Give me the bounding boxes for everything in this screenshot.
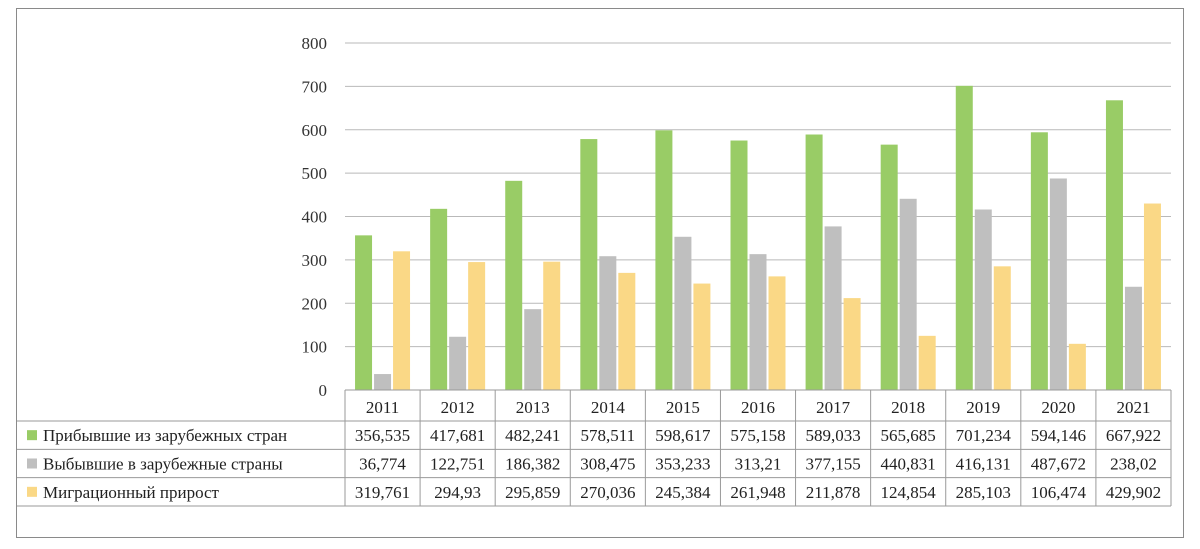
- bar-3: [993, 266, 1011, 390]
- bar-3: [543, 261, 561, 390]
- bar-1: [580, 139, 598, 390]
- y-tick-label: 200: [302, 294, 328, 313]
- data-label: 238,02: [1110, 454, 1157, 473]
- x-tick-label: 2020: [1041, 398, 1075, 417]
- data-label: 124,854: [881, 483, 937, 502]
- bar-1: [880, 144, 898, 390]
- bar-1: [1105, 100, 1123, 391]
- data-label: 594,146: [1031, 426, 1086, 445]
- bar-2: [674, 236, 692, 390]
- series-name: Миграционный прирост: [43, 483, 220, 502]
- y-tick-label: 500: [302, 164, 328, 183]
- y-tick-label: 300: [302, 251, 328, 270]
- data-label: 589,033: [805, 426, 860, 445]
- bar-chart: 0 100 200 300 400 500 600 700 800 2011 2012 2013 201…: [17, 34, 1172, 507]
- data-label: 270,036: [580, 483, 635, 502]
- bar-3: [1143, 203, 1161, 390]
- data-label: 565,685: [881, 426, 936, 445]
- bar-2: [1124, 286, 1142, 390]
- bar-1: [655, 130, 673, 390]
- x-tick-label: 2021: [1116, 398, 1150, 417]
- bar-1: [355, 235, 373, 390]
- bar-3: [843, 298, 861, 390]
- bar-2: [374, 374, 392, 390]
- bar-3: [618, 272, 636, 390]
- data-label: 295,859: [505, 483, 560, 502]
- bar-1: [1030, 132, 1048, 390]
- data-label: 186,382: [505, 454, 560, 473]
- x-tick-label: 2012: [441, 398, 475, 417]
- bar-1: [430, 208, 448, 390]
- x-tick-label: 2013: [516, 398, 550, 417]
- bar-2: [899, 198, 917, 390]
- series-name: Прибывшие из зарубежных стран: [43, 426, 287, 445]
- bar-3: [918, 335, 936, 390]
- data-label: 575,158: [730, 426, 785, 445]
- data-label: 482,241: [505, 426, 560, 445]
- data-label: 245,384: [655, 483, 711, 502]
- data-label: 319,761: [355, 483, 410, 502]
- bar-1: [730, 140, 748, 390]
- y-tick-label: 400: [302, 208, 328, 227]
- data-label: 211,878: [806, 483, 861, 502]
- x-tick-label: 2015: [666, 398, 700, 417]
- data-label: 308,475: [580, 454, 635, 473]
- bar-2: [824, 226, 842, 390]
- bar-2: [599, 256, 617, 390]
- data-label: 417,681: [430, 426, 485, 445]
- data-label: 106,474: [1031, 483, 1087, 502]
- data-label: 416,131: [956, 454, 1011, 473]
- bar-1: [505, 180, 523, 390]
- y-tick-label: 0: [319, 381, 328, 400]
- data-label: 353,233: [655, 454, 710, 473]
- legend-swatch-2: [27, 458, 37, 469]
- x-tick-label: 2017: [816, 398, 851, 417]
- data-label: 440,831: [881, 454, 936, 473]
- data-label: 285,103: [956, 483, 1011, 502]
- data-label: 261,948: [730, 483, 785, 502]
- x-tick-label: 2019: [966, 398, 1000, 417]
- y-tick-label: 800: [302, 34, 328, 53]
- data-label: 598,617: [655, 426, 711, 445]
- bar-3: [768, 276, 786, 390]
- bar-2: [974, 209, 992, 390]
- data-label: 487,672: [1031, 454, 1086, 473]
- data-label: 122,751: [430, 454, 485, 473]
- bar-1: [805, 134, 823, 390]
- legend-swatch-3: [27, 486, 37, 497]
- data-label: 578,511: [581, 426, 636, 445]
- data-label: 313,21: [735, 454, 782, 473]
- bar-3: [393, 251, 411, 390]
- y-tick-label: 600: [302, 121, 328, 140]
- bar-2: [1049, 178, 1067, 390]
- x-tick-label: 2014: [591, 398, 626, 417]
- legend-swatch-1: [27, 430, 37, 441]
- data-label: 429,902: [1106, 483, 1161, 502]
- x-tick-label: 2018: [891, 398, 925, 417]
- x-tick-label: 2011: [366, 398, 399, 417]
- bar-2: [524, 309, 542, 390]
- data-label: 701,234: [956, 426, 1012, 445]
- chart-frame: 0 100 200 300 400 500 600 700 800 2011 2012 2013 201…: [16, 8, 1184, 538]
- bar-3: [468, 262, 486, 390]
- series-name: Выбывшие в зарубежные страны: [43, 454, 283, 473]
- y-tick-label: 100: [302, 338, 328, 357]
- bar-2: [449, 336, 467, 390]
- data-label: 36,774: [359, 454, 406, 473]
- bar-3: [1068, 343, 1086, 390]
- data-label: 294,93: [434, 483, 481, 502]
- x-tick-label: 2016: [741, 398, 775, 417]
- y-tick-label: 700: [302, 77, 328, 96]
- bar-2: [749, 254, 767, 390]
- data-label: 667,922: [1106, 426, 1161, 445]
- bar-1: [955, 85, 973, 390]
- bar-3: [693, 283, 711, 390]
- data-label: 356,535: [355, 426, 410, 445]
- data-label: 377,155: [805, 454, 860, 473]
